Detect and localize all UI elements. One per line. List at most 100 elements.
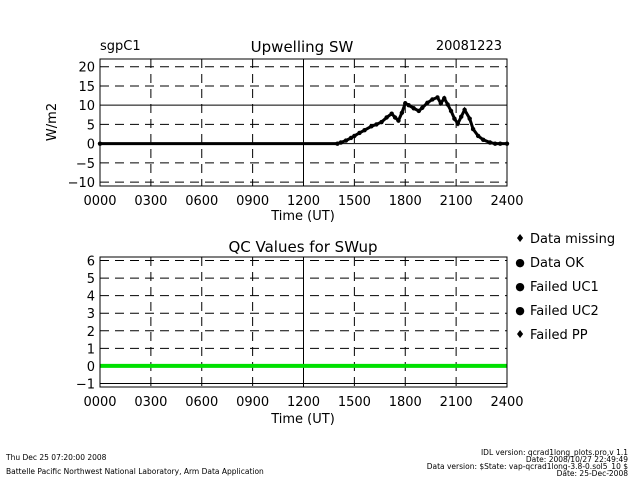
data-point xyxy=(406,102,411,108)
x-tick-label: 2400 xyxy=(490,395,523,410)
x-tick-label: 0600 xyxy=(185,194,218,209)
bottom-plot-title: QC Values for SWup xyxy=(228,238,377,256)
data-point xyxy=(462,107,467,113)
data-point xyxy=(459,114,464,119)
data-point xyxy=(438,101,444,106)
y-tick-label: 20 xyxy=(78,61,95,76)
top-plot-y-ticks: −10 −5 0 5 10 15 20 xyxy=(68,61,95,191)
x-tick-label: 1800 xyxy=(389,194,422,209)
data-point xyxy=(416,108,422,114)
data-point xyxy=(430,97,435,102)
data-point xyxy=(420,105,425,111)
data-point xyxy=(475,133,481,139)
x-tick-label: 1500 xyxy=(338,395,371,410)
y-tick-label: 5 xyxy=(87,272,95,287)
x-tick-label: 0300 xyxy=(134,194,167,209)
y-tick-label: 2 xyxy=(87,325,95,340)
data-point xyxy=(403,101,408,106)
x-tick-label: 0900 xyxy=(236,194,269,209)
legend-marker: ♦ xyxy=(515,328,525,341)
y-tick-label: −5 xyxy=(76,157,95,172)
bottom-plot-frame xyxy=(99,256,508,388)
data-point xyxy=(362,127,367,133)
y-tick-label: 0 xyxy=(87,138,95,153)
top-plot-ylabel: W/m2 xyxy=(45,103,60,141)
data-point xyxy=(442,96,447,101)
y-tick-label: 4 xyxy=(87,290,95,305)
y-tick-label: 1 xyxy=(87,342,95,357)
legend-label: Data missing xyxy=(530,232,615,247)
top-plot-title: Upwelling SW xyxy=(251,38,354,56)
x-tick-label: 0300 xyxy=(134,395,167,410)
legend-marker: ♦ xyxy=(515,232,525,245)
y-tick-label: 0 xyxy=(87,360,95,375)
y-tick-label: −10 xyxy=(68,176,95,191)
x-tick-label: 2400 xyxy=(490,194,523,209)
data-point xyxy=(392,115,398,120)
x-tick-label: 0000 xyxy=(83,194,116,209)
data-point xyxy=(396,118,401,123)
top-plot-frame xyxy=(99,58,508,187)
top-plot-grid xyxy=(100,59,507,186)
top-plot-series xyxy=(97,95,510,146)
x-tick-label: 1200 xyxy=(287,194,320,209)
x-tick-label: 0600 xyxy=(185,395,218,410)
y-tick-label: 6 xyxy=(87,255,95,270)
data-point xyxy=(481,137,486,143)
data-point xyxy=(470,126,476,132)
data-point xyxy=(425,100,430,106)
footer-timestamp: Thu Dec 25 07:20:00 2008 xyxy=(5,453,107,462)
y-tick-label: 5 xyxy=(87,118,95,133)
top-plot: −10 −5 0 5 10 15 20 0000 0300 0600 0900 1200 1500 18… xyxy=(45,58,524,224)
y-tick-label: 3 xyxy=(87,307,95,322)
bottom-plot-x-ticks: 0000 0300 0600 0900 1200 1500 1800 2100 2400 xyxy=(83,395,523,410)
data-point xyxy=(338,140,344,145)
data-point xyxy=(399,110,405,116)
series-line xyxy=(100,95,507,146)
date-label: 20081223 xyxy=(436,39,502,54)
bottom-plot-xlabel: Time (UT) xyxy=(270,412,335,427)
top-plot-x-ticks: 0000 0300 0600 0900 1200 1500 1800 2100 2400 xyxy=(83,194,523,209)
data-point xyxy=(357,130,362,136)
x-tick-label: 0000 xyxy=(83,395,116,410)
station-label: sgpC1 xyxy=(100,39,141,54)
footer-idl-date: Date: 2008/10/27 22:49:49 xyxy=(526,455,628,464)
footer-data-date: Date: 25-Dec-2008 xyxy=(557,469,629,478)
top-plot-xlabel: Time (UT) xyxy=(270,209,335,224)
x-tick-label: 1200 xyxy=(287,395,320,410)
data-point xyxy=(384,115,389,120)
x-tick-label: 2100 xyxy=(440,194,473,209)
data-point xyxy=(467,116,472,121)
data-point xyxy=(487,140,493,145)
y-tick-label: −1 xyxy=(76,377,95,392)
y-tick-label: 15 xyxy=(78,80,95,95)
legend-marker: ● xyxy=(515,256,525,269)
data-point xyxy=(335,141,340,146)
data-point xyxy=(498,141,503,146)
data-point xyxy=(374,122,379,127)
footer-data-version: Data version: $State: vap-qcrad1long-3.8… xyxy=(427,462,629,471)
data-point xyxy=(448,108,454,114)
y-tick-label: 10 xyxy=(78,99,95,114)
data-point xyxy=(492,141,498,146)
legend-marker: ● xyxy=(515,304,525,317)
data-point xyxy=(455,121,461,126)
footer-idl-version: IDL version: qcrad1long_plots.pro,v 1.1 xyxy=(481,448,628,457)
x-tick-label: 2100 xyxy=(440,395,473,410)
data-point xyxy=(343,138,349,143)
legend-label: Failed UC2 xyxy=(530,304,599,319)
legend-label: Failed UC1 xyxy=(530,280,599,295)
footer-institution: Battelle Pacific Northwest National Labo… xyxy=(6,467,264,476)
legend-label: Data OK xyxy=(530,256,584,271)
qc-legend: ♦ Data missing ● Data OK ● Failed UC1 ● Failed … xyxy=(515,232,615,343)
data-point xyxy=(452,116,457,121)
data-point xyxy=(411,106,416,111)
data-point xyxy=(352,133,357,139)
bottom-plot-y-ticks: −1 0 1 2 3 4 5 6 xyxy=(76,255,95,393)
x-tick-label: 1500 xyxy=(338,194,371,209)
data-point xyxy=(348,135,354,141)
x-tick-label: 0900 xyxy=(236,395,269,410)
data-point xyxy=(435,95,440,100)
legend-label: Failed PP xyxy=(530,328,588,343)
